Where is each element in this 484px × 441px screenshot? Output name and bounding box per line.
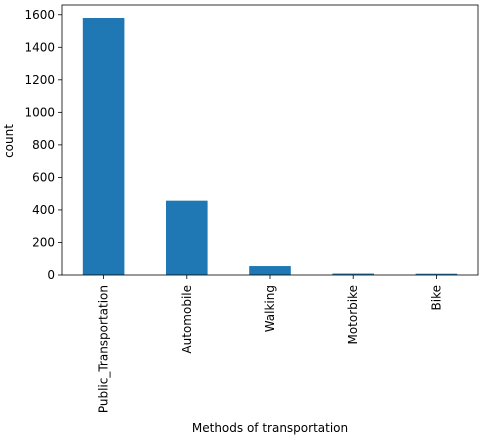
bar-motorbike bbox=[332, 273, 374, 275]
x-tick-label: Motorbike bbox=[346, 285, 360, 345]
bar-bike bbox=[415, 273, 458, 275]
y-tick-label: 1000 bbox=[24, 105, 55, 119]
bar-walking bbox=[249, 266, 291, 275]
y-tick-label: 1200 bbox=[24, 73, 55, 87]
bar-automobile bbox=[166, 200, 208, 275]
x-tick-label: Bike bbox=[429, 285, 443, 310]
y-tick-label: 1600 bbox=[24, 8, 55, 22]
bar-public-transportation bbox=[82, 18, 125, 275]
ticks-group: Public_Transportation Automobile Walking Mo… bbox=[24, 8, 443, 413]
x-axis-label: Methods of transportation bbox=[192, 421, 348, 435]
y-axis-label: count bbox=[2, 124, 16, 158]
y-tick-label: 1400 bbox=[24, 40, 55, 54]
y-tick-label: 600 bbox=[32, 170, 55, 184]
x-tick-label: Automobile bbox=[180, 285, 194, 354]
bars-group bbox=[82, 18, 458, 275]
x-tick-label: Public_Transportation bbox=[97, 285, 111, 413]
y-tick-label: 200 bbox=[32, 235, 55, 249]
y-tick-label: 0 bbox=[47, 268, 55, 282]
y-tick-label: 800 bbox=[32, 138, 55, 152]
y-tick-label: 400 bbox=[32, 203, 55, 217]
x-tick-label: Walking bbox=[263, 285, 277, 332]
